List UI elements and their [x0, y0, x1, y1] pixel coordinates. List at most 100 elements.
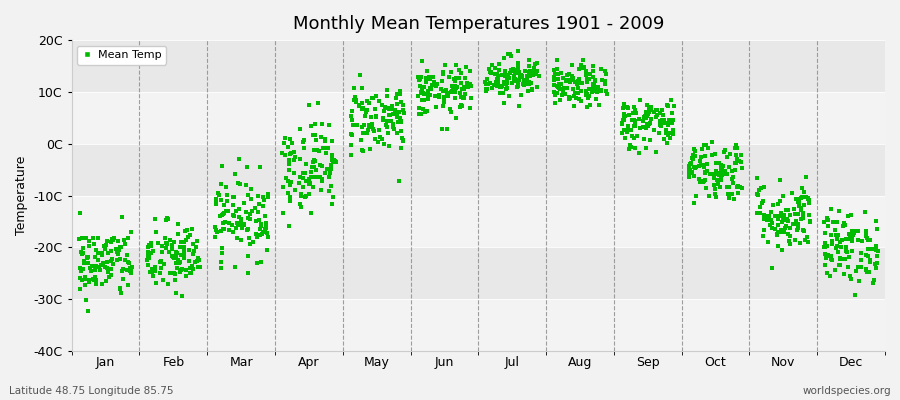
Point [554, 81, 568, 88]
Point [152, 270, 166, 276]
Point [436, 71, 451, 77]
Point [380, 93, 394, 99]
Point [108, 246, 122, 252]
Point [637, 136, 652, 142]
Point [546, 89, 561, 96]
Point [652, 130, 666, 136]
Point [322, 188, 337, 194]
Point [100, 258, 114, 265]
Point [213, 259, 228, 265]
Point [687, 146, 701, 153]
Point [698, 168, 712, 175]
Point [790, 198, 805, 205]
Point [229, 207, 243, 214]
Point [93, 267, 107, 273]
Point [142, 255, 157, 261]
Point [429, 83, 444, 90]
Point [482, 81, 496, 87]
Point [698, 178, 712, 184]
Point [863, 237, 878, 243]
Point [275, 210, 290, 216]
Point [780, 216, 795, 222]
Point [76, 266, 90, 272]
Point [788, 236, 803, 243]
Point [512, 77, 526, 83]
Point [548, 71, 562, 77]
Point [644, 116, 658, 122]
Point [776, 216, 790, 222]
Point [179, 273, 194, 279]
Point [655, 120, 670, 126]
Point [820, 253, 834, 260]
Point [839, 236, 853, 242]
Point [82, 238, 96, 245]
Point [562, 71, 576, 78]
Point [824, 238, 839, 244]
Point [821, 222, 835, 229]
Point [796, 227, 810, 234]
Point [452, 75, 466, 81]
Point [627, 121, 642, 128]
Point [454, 94, 468, 100]
Point [550, 57, 564, 64]
Point [522, 69, 536, 75]
Point [715, 162, 729, 168]
Point [709, 194, 724, 200]
Point [716, 171, 730, 178]
Point [817, 241, 832, 247]
Point [508, 78, 522, 84]
Point [151, 240, 166, 247]
Point [570, 80, 584, 87]
Point [731, 190, 745, 196]
Point [304, 174, 319, 180]
Point [220, 208, 235, 214]
Point [77, 258, 92, 264]
Point [859, 231, 873, 237]
Point [853, 250, 868, 256]
Point [121, 235, 135, 241]
Point [779, 217, 794, 223]
Point [579, 92, 593, 99]
Point [832, 208, 846, 214]
Point [395, 135, 410, 142]
Point [344, 152, 358, 158]
Point [140, 248, 155, 255]
Point [589, 96, 603, 102]
Point [752, 191, 766, 198]
Point [598, 80, 612, 87]
Point [726, 196, 741, 202]
Point [845, 238, 859, 244]
Point [392, 91, 407, 97]
Point [795, 194, 809, 200]
Point [167, 239, 182, 246]
Point [478, 79, 492, 85]
Point [446, 83, 460, 89]
Point [555, 92, 570, 98]
Point [175, 265, 189, 272]
Point [155, 243, 169, 250]
Point [727, 167, 742, 174]
Point [376, 108, 391, 114]
Point [479, 86, 493, 92]
Point [258, 213, 273, 220]
Point [106, 260, 121, 267]
Point [345, 107, 359, 114]
Point [830, 242, 844, 249]
Point [325, 138, 339, 144]
Point [771, 222, 786, 228]
Point [506, 66, 520, 72]
Point [661, 103, 675, 109]
Point [836, 256, 850, 262]
Point [642, 108, 656, 115]
Point [296, 184, 310, 190]
Point [385, 103, 400, 109]
Point [575, 80, 590, 86]
Point [169, 255, 184, 261]
Point [795, 206, 809, 213]
Point [500, 85, 514, 91]
Point [862, 259, 877, 265]
Point [768, 226, 782, 232]
Point [369, 113, 383, 119]
Point [320, 150, 334, 156]
Point [390, 101, 404, 108]
